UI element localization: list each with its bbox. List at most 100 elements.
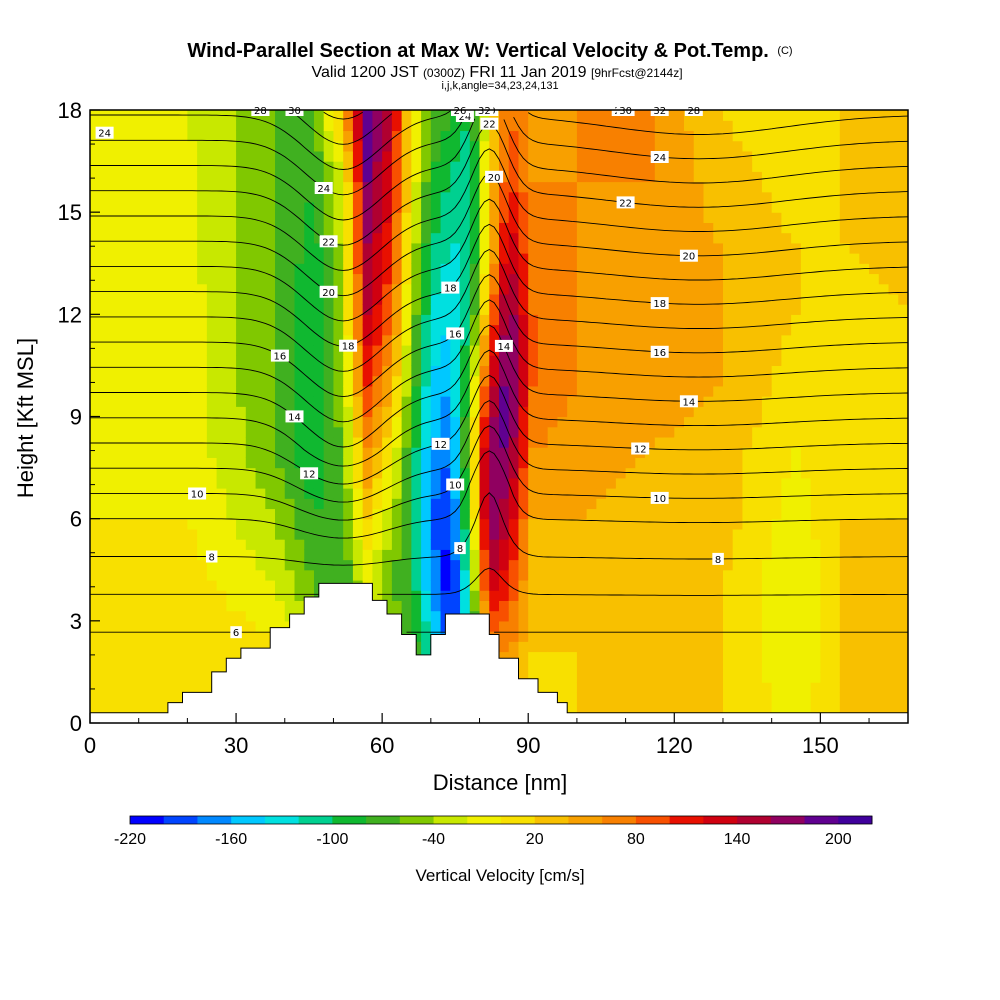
- vv-cell: [460, 242, 471, 254]
- vv-cell: [791, 579, 802, 591]
- vv-cell: [703, 304, 714, 315]
- vv-cell: [567, 671, 578, 683]
- vv-cell: [742, 130, 753, 142]
- vv-cell: [138, 631, 150, 642]
- vv-cell: [391, 324, 403, 336]
- vv-cell: [615, 263, 627, 275]
- vv-cell: [820, 171, 831, 183]
- vv-cell: [722, 304, 734, 315]
- vv-cell: [430, 396, 442, 407]
- vv-cell: [138, 253, 150, 264]
- vv-cell: [158, 447, 169, 458]
- vv-cell: [216, 150, 227, 162]
- vv-cell: [197, 610, 208, 622]
- vv-cell: [761, 232, 773, 244]
- vv-cell: [275, 222, 286, 234]
- vv-cell: [606, 181, 617, 193]
- vv-cell: [791, 671, 802, 683]
- vv-cell: [382, 161, 393, 172]
- vv-cell: [849, 416, 860, 428]
- vv-cell: [849, 590, 860, 601]
- vv-cell: [635, 631, 646, 642]
- vv-cell: [440, 467, 451, 479]
- vv-cell: [333, 161, 344, 172]
- vv-cell: [508, 477, 520, 489]
- vv-cell: [606, 222, 617, 234]
- vv-cell: [567, 222, 578, 234]
- vv-cell: [469, 416, 481, 428]
- vv-cell: [177, 467, 188, 479]
- vv-cell: [722, 569, 734, 581]
- vv-cell: [839, 426, 851, 438]
- vv-cell: [304, 242, 315, 254]
- vv-cell: [90, 212, 101, 223]
- vv-cell: [411, 110, 422, 121]
- vv-cell: [265, 385, 276, 397]
- vv-cell: [460, 222, 471, 234]
- vv-cell: [518, 610, 529, 622]
- vv-cell: [158, 661, 169, 673]
- vv-cell: [888, 620, 899, 632]
- vv-cell: [528, 590, 539, 601]
- vv-cell: [528, 559, 539, 571]
- vv-cell: [576, 171, 588, 183]
- vv-cell: [148, 201, 159, 213]
- vv-cell: [771, 110, 783, 121]
- vv-cell: [284, 304, 296, 315]
- vv-cell: [625, 365, 636, 377]
- vv-cell: [703, 447, 714, 458]
- vv-cell: [878, 569, 890, 581]
- vv-cell: [323, 344, 335, 356]
- vv-cell: [518, 181, 529, 193]
- vv-cell: [265, 610, 276, 622]
- vv-cell: [119, 631, 130, 642]
- vv-cell: [206, 181, 218, 193]
- vv-cell: [761, 161, 773, 172]
- vv-cell: [352, 181, 364, 193]
- vv-cell: [216, 661, 227, 673]
- vv-cell: [635, 253, 646, 264]
- vv-cell: [528, 344, 539, 356]
- vv-cell: [177, 242, 188, 254]
- vv-cell: [645, 344, 656, 356]
- vv-cell: [596, 590, 607, 601]
- vv-cell: [878, 641, 890, 653]
- vv-cell: [820, 488, 831, 499]
- vv-cell: [323, 222, 335, 234]
- vv-cell: [888, 508, 899, 520]
- vv-cell: [635, 110, 646, 121]
- vv-cell: [518, 375, 529, 387]
- vv-cell: [499, 508, 510, 520]
- vv-cell: [362, 253, 374, 264]
- vv-cell: [849, 222, 860, 234]
- vv-cell: [362, 314, 374, 326]
- vv-cell: [245, 436, 257, 448]
- vv-cell: [284, 590, 296, 601]
- vv-cell: [430, 600, 442, 612]
- vv-cell: [226, 488, 237, 499]
- vv-cell: [791, 304, 802, 315]
- vv-cell: [411, 212, 422, 223]
- vv-cell: [255, 140, 266, 152]
- vv-cell: [800, 426, 812, 438]
- vv-cell: [625, 263, 636, 275]
- vv-cell: [820, 110, 831, 121]
- vv-cell: [499, 222, 510, 234]
- vv-cell: [508, 508, 520, 520]
- vv-cell: [245, 130, 257, 142]
- vv-cell: [537, 365, 549, 377]
- vv-cell: [352, 232, 364, 244]
- vv-cell: [625, 355, 636, 367]
- vv-cell: [898, 610, 908, 622]
- vv-cell: [869, 661, 880, 673]
- vv-cell: [537, 651, 549, 663]
- vv-cell: [547, 212, 559, 223]
- vv-cell: [479, 130, 490, 142]
- vv-cell: [362, 488, 374, 499]
- vv-cell: [635, 671, 646, 683]
- vv-cell: [128, 365, 140, 377]
- vv-cell: [236, 191, 247, 203]
- vv-cell: [469, 590, 481, 601]
- vv-cell: [810, 304, 821, 315]
- vv-cell: [284, 498, 296, 510]
